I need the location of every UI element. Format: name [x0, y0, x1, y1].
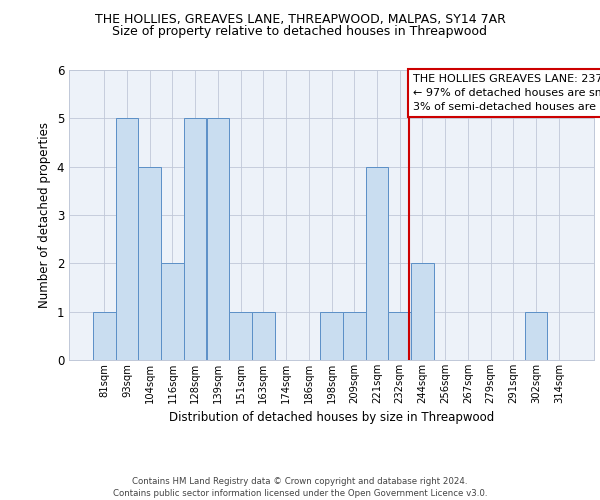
Text: Contains HM Land Registry data © Crown copyright and database right 2024.
Contai: Contains HM Land Registry data © Crown c… — [113, 476, 487, 498]
Bar — [343, 312, 365, 360]
Y-axis label: Number of detached properties: Number of detached properties — [38, 122, 51, 308]
Bar — [161, 264, 184, 360]
Bar — [116, 118, 139, 360]
X-axis label: Distribution of detached houses by size in Threapwood: Distribution of detached houses by size … — [169, 412, 494, 424]
Bar — [184, 118, 206, 360]
Text: THE HOLLIES GREAVES LANE: 237sqm
← 97% of detached houses are smaller (32)
3% of: THE HOLLIES GREAVES LANE: 237sqm ← 97% o… — [413, 74, 600, 112]
Bar — [320, 312, 343, 360]
Bar — [252, 312, 275, 360]
Bar — [411, 264, 434, 360]
Bar — [229, 312, 252, 360]
Text: Size of property relative to detached houses in Threapwood: Size of property relative to detached ho… — [113, 25, 487, 38]
Bar — [388, 312, 411, 360]
Text: THE HOLLIES, GREAVES LANE, THREAPWOOD, MALPAS, SY14 7AR: THE HOLLIES, GREAVES LANE, THREAPWOOD, M… — [95, 12, 505, 26]
Bar — [139, 166, 161, 360]
Bar — [93, 312, 116, 360]
Bar — [524, 312, 547, 360]
Bar — [206, 118, 229, 360]
Bar — [365, 166, 388, 360]
